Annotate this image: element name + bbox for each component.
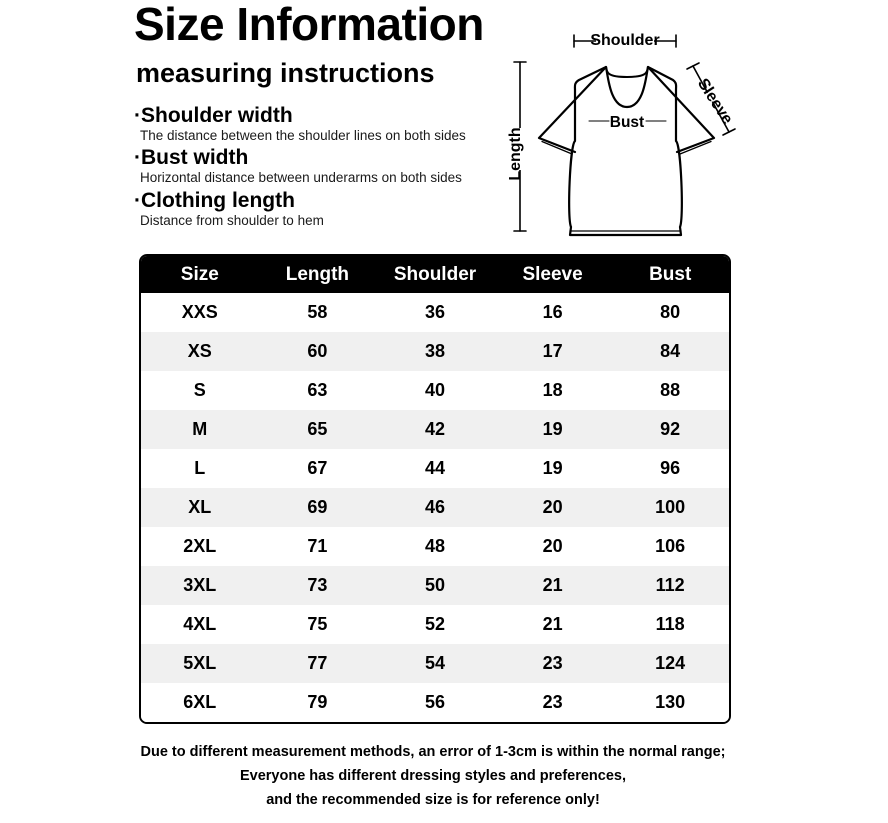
svg-text:Shoulder: Shoulder (590, 32, 659, 49)
svg-text:Length: Length (507, 127, 524, 180)
svg-text:Bust: Bust (610, 114, 644, 131)
